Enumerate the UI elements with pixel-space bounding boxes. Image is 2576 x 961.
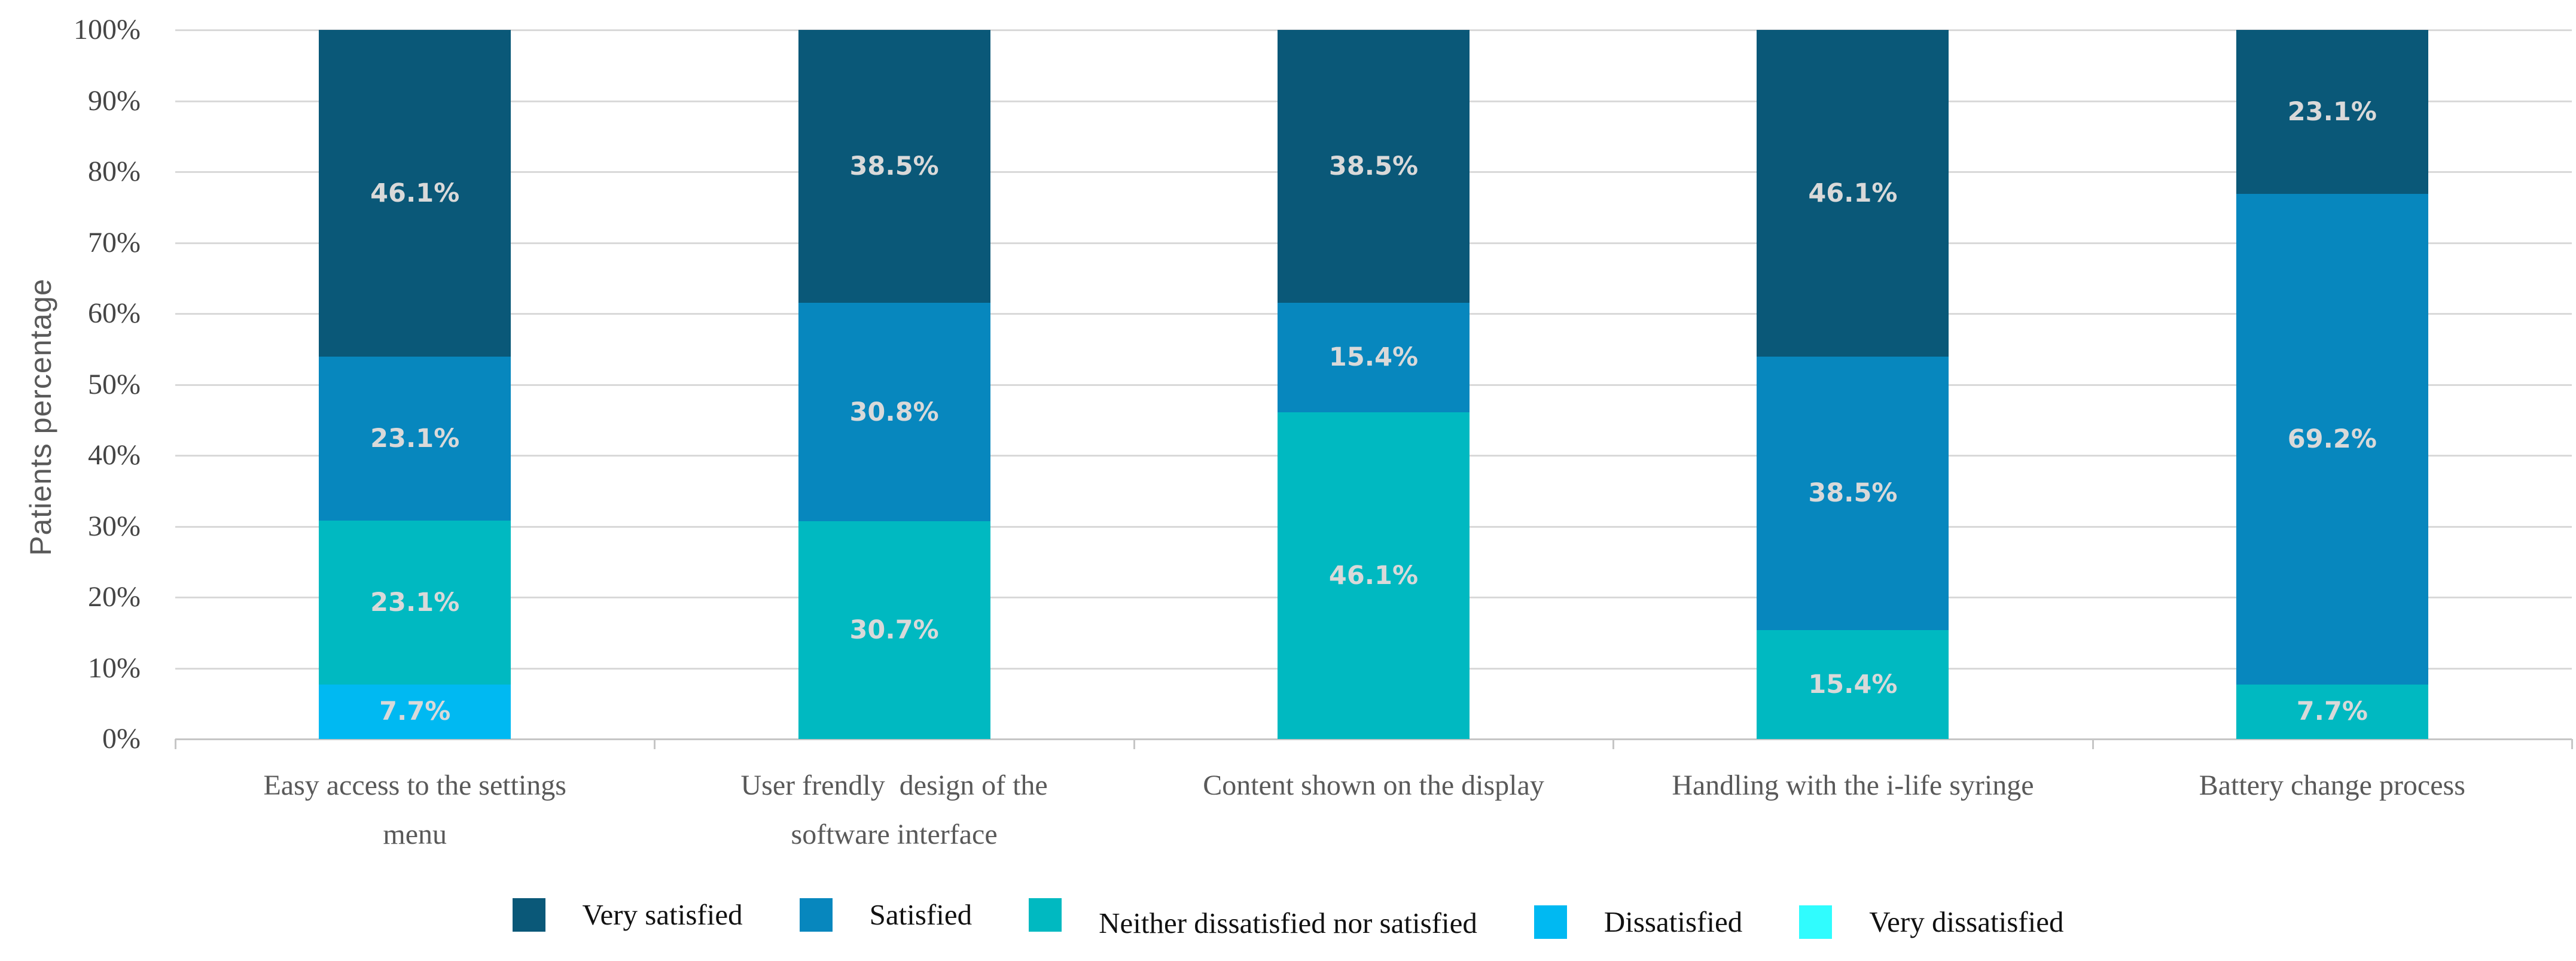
x-axis-tick [1133, 739, 1135, 749]
legend-swatch [1799, 905, 1833, 939]
bar-segment: 15.4% [1757, 629, 1949, 739]
y-tick-label: 60% [88, 297, 141, 329]
x-axis-line [175, 738, 2572, 740]
plot-area: 7.7% 23.1% 23.1% 46.1% 30.7% 30.8% 38.5% 46.1% 1… [175, 29, 2573, 749]
bar-segment-value-label: 46.1% [1808, 178, 1898, 209]
legend-label: Dissatisfied [1603, 905, 1743, 938]
y-tick-label: 20% [88, 581, 141, 613]
bar-segment: 23.1% [319, 357, 511, 521]
bar-segment-value-label: 23.1% [2287, 96, 2377, 127]
legend-label: Very satisfied [582, 898, 743, 931]
bar-segment-value-label: 7.7% [379, 697, 451, 727]
bar-segment: 69.2% [2236, 193, 2428, 685]
x-axis-tick [175, 739, 176, 749]
bar-segment-value-label: 69.2% [2287, 424, 2377, 454]
y-tick-label: 90% [88, 84, 141, 117]
stacked-bar: 7.7% 23.1% 23.1% 46.1% [319, 30, 511, 739]
bar-segment-value-label: 7.7% [2296, 697, 2368, 727]
x-category-label: Easy access to the settings menu [263, 770, 566, 850]
y-tick-label: 50% [88, 368, 141, 400]
legend-label: Neither dissatisfied nor satisfied [1099, 907, 1477, 939]
y-tick-label: 40% [88, 439, 141, 471]
bar-segment: 7.7% [319, 684, 511, 739]
bar-segment-value-label: 15.4% [1328, 342, 1419, 373]
legend-label: Very dissatisfied [1869, 905, 2064, 938]
x-category-label: User frendly design of the software inte… [740, 770, 1048, 850]
bar-segment-value-label: 38.5% [1328, 151, 1419, 182]
bars-container: 7.7% 23.1% 23.1% 46.1% 30.7% 30.8% 38.5% 46.1% 1… [175, 30, 2572, 739]
legend-item: Very satisfied [512, 898, 743, 932]
y-tick-label: 0% [102, 723, 141, 755]
bar-segment-value-label: 15.4% [1808, 669, 1898, 700]
bar-segment-value-label: 23.1% [370, 587, 460, 618]
x-axis-tick [2092, 739, 2094, 749]
category-slot: 7.7% 23.1% 23.1% 46.1% [175, 30, 654, 739]
x-axis-tick [654, 739, 656, 749]
bar-segment: 46.1% [1278, 412, 1470, 739]
legend-swatch [799, 898, 833, 932]
y-tick-label: 10% [88, 652, 141, 684]
stacked-bar: 7.7% 69.2% 23.1% [2236, 30, 2428, 739]
bar-segment: 38.5% [1278, 30, 1470, 303]
y-tick-label: 80% [88, 156, 141, 187]
bar-segment-value-label: 46.1% [370, 178, 460, 209]
stacked-bar: 46.1% 15.4% 38.5% [1278, 30, 1470, 739]
x-axis-tick [1612, 739, 1615, 749]
bar-segment-value-label: 38.5% [1808, 478, 1898, 509]
legend-item: Dissatisfied [1534, 905, 1742, 939]
stacked-bar: 15.4% 38.5% 46.1% [1757, 30, 1949, 739]
y-tick-label: 30% [88, 510, 141, 542]
legend-swatch [512, 898, 545, 932]
legend-item: Very dissatisfied [1799, 905, 2063, 939]
category-slot: 30.7% 30.8% 38.5% [654, 30, 1133, 739]
category-slot: 46.1% 15.4% 38.5% [1134, 30, 1613, 739]
category-slot: 15.4% 38.5% 46.1% [1613, 30, 2092, 739]
x-category-label: Content shown on the display [1203, 770, 1544, 801]
legend-item: Satisfied [799, 898, 973, 932]
bar-segment: 30.7% [798, 521, 990, 739]
bar-segment: 38.5% [1757, 357, 1949, 630]
x-category-label: Handling with the i-life syringe [1672, 770, 2034, 801]
bar-segment: 7.7% [2236, 684, 2428, 739]
bar-segment: 46.1% [319, 30, 511, 357]
x-axis-tick [2571, 739, 2573, 749]
legend-swatch [1029, 898, 1062, 932]
bar-segment-value-label: 23.1% [370, 424, 460, 454]
bar-segment: 23.1% [2236, 30, 2428, 194]
bar-segment: 38.5% [798, 30, 990, 303]
stacked-bar: 30.7% 30.8% 38.5% [798, 30, 990, 739]
bar-segment-value-label: 38.5% [849, 151, 939, 182]
x-category-label: Battery change process [2199, 770, 2465, 801]
y-tick-label: 100% [74, 14, 141, 45]
legend-label: Satisfied [869, 898, 973, 931]
bar-segment: 30.8% [798, 303, 990, 522]
legend-item: Neither dissatisfied nor satisfied [1029, 898, 1477, 939]
x-axis-labels: Easy access to the settings menu User fre… [175, 761, 2572, 859]
legend: Very satisfied Satisfied Neither dissatisf… [0, 898, 2576, 939]
bar-segment: 15.4% [1278, 303, 1470, 412]
category-slot: 7.7% 69.2% 23.1% [2093, 30, 2572, 739]
bar-segment-value-label: 30.8% [849, 397, 939, 427]
legend-swatch [1534, 905, 1567, 939]
bar-segment: 23.1% [319, 521, 511, 685]
y-axis-title: Patients percentage [24, 278, 57, 556]
bar-segment-value-label: 30.7% [849, 615, 939, 646]
bar-segment: 46.1% [1757, 30, 1949, 357]
y-tick-label: 70% [88, 226, 141, 259]
bar-segment-value-label: 46.1% [1328, 560, 1419, 591]
